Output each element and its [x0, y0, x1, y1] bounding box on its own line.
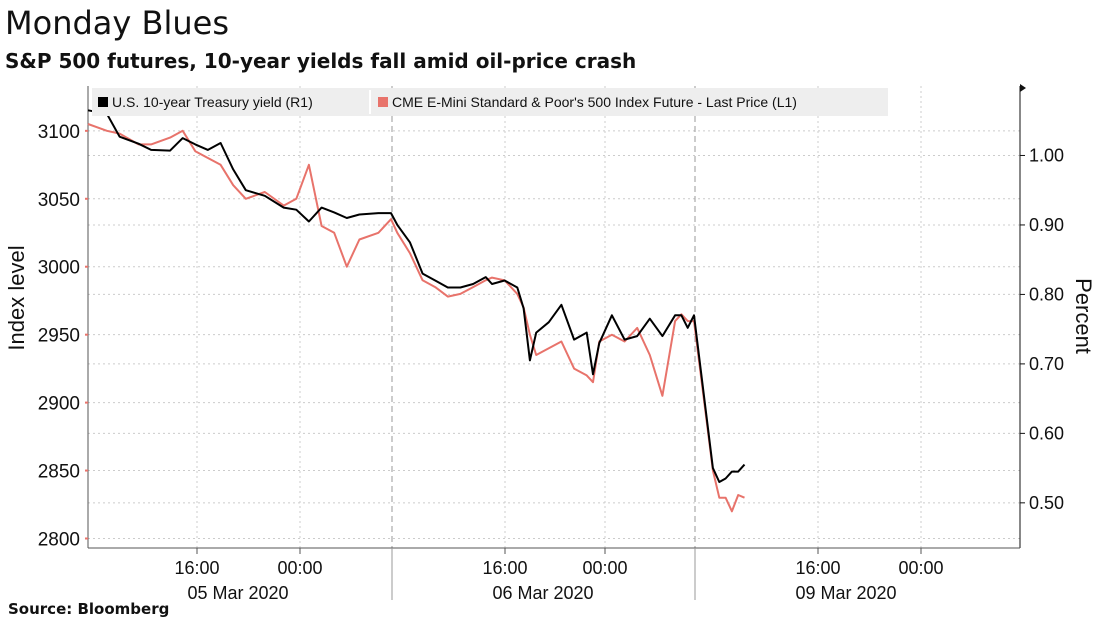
left-tick-label: 3000	[38, 258, 80, 279]
line-chart: Index level Percent 3100 3050 3000 2950 2900…	[4, 84, 1096, 600]
axes-layer: Index level Percent	[4, 84, 1096, 549]
x-tick-label: 16:00	[795, 558, 840, 578]
right-axis-title: Percent	[1071, 278, 1096, 354]
right-tick-label: 0.80	[1029, 284, 1064, 304]
x-date-label: 06 Mar 2020	[492, 583, 593, 600]
left-axis-title: Index level	[4, 245, 29, 350]
series-line-treasury-yield	[87, 109, 746, 483]
legend-swatch-yield	[98, 97, 108, 107]
grid-layer	[88, 86, 1020, 548]
x-tick-label: 00:00	[582, 558, 627, 578]
legend-background	[92, 88, 888, 116]
ticks-layer: 3100 3050 3000 2950 2900 2850 2800 1.00 0.90 0.80…	[38, 122, 1064, 600]
legend-swatch-spx	[378, 97, 388, 107]
right-tick-label: 0.60	[1029, 423, 1064, 443]
right-tick-label: 0.90	[1029, 215, 1064, 235]
x-tick-label: 00:00	[277, 558, 322, 578]
left-tick-label: 3100	[38, 122, 80, 143]
x-tick-label: 00:00	[898, 558, 943, 578]
legend-label-yield: U.S. 10-year Treasury yield (R1)	[112, 94, 313, 110]
right-tick-label: 0.50	[1029, 493, 1064, 513]
left-tick-label: 2900	[38, 394, 80, 415]
chart-title: Monday Blues	[5, 4, 229, 42]
legend-label-spx: CME E-Mini Standard & Poor's 500 Index F…	[392, 94, 797, 110]
left-tick-label: 2850	[38, 462, 80, 483]
chart-area: Index level Percent 3100 3050 3000 2950 2900…	[0, 78, 1100, 600]
x-tick-label: 16:00	[174, 558, 219, 578]
right-tick-label: 0.70	[1029, 354, 1064, 374]
x-tick-label: 16:00	[482, 558, 527, 578]
chart-subtitle: S&P 500 futures, 10-year yields fall ami…	[5, 49, 637, 73]
series-layer	[87, 109, 746, 513]
x-date-label: 05 Mar 2020	[187, 583, 288, 600]
right-axis-arrow-icon	[1020, 84, 1026, 92]
legend: U.S. 10-year Treasury yield (R1) CME E-M…	[92, 88, 888, 116]
left-tick-label: 3050	[38, 190, 80, 211]
x-date-label: 09 Mar 2020	[795, 583, 896, 600]
left-tick-label: 2800	[38, 529, 80, 550]
source-note: Source: Bloomberg	[8, 600, 170, 618]
left-tick-label: 2950	[38, 326, 80, 347]
right-tick-label: 1.00	[1029, 145, 1064, 165]
series-line-spx-futures	[87, 123, 745, 513]
